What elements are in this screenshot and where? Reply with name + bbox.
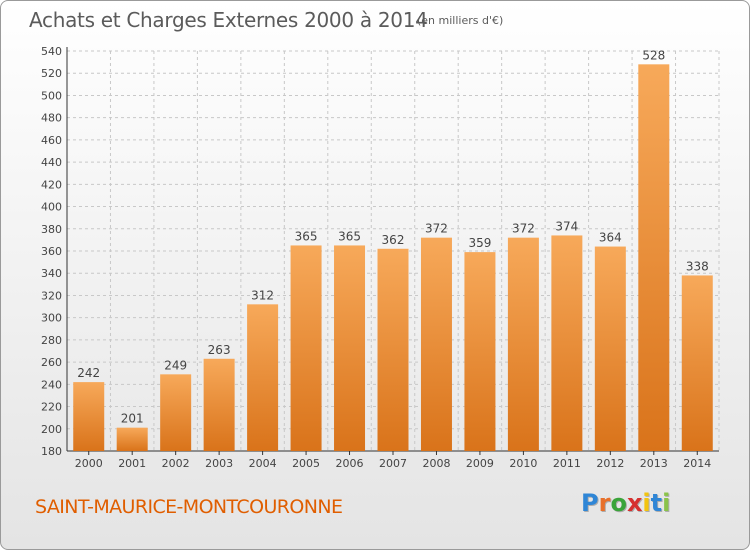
data-label: 374 xyxy=(555,219,578,233)
bar xyxy=(681,275,713,451)
y-tick-label: 220 xyxy=(41,401,62,414)
x-tick-label: 2006 xyxy=(336,457,364,470)
bar xyxy=(290,245,322,451)
x-tick-label: 2011 xyxy=(553,457,581,470)
data-labels: 242 201 249 263 312 365 365 362 372 359 372 374 364 5… xyxy=(77,48,708,425)
y-tick-label: 440 xyxy=(41,156,62,169)
bar xyxy=(116,427,148,451)
bar xyxy=(377,248,409,451)
bars xyxy=(73,64,713,452)
y-tick-label: 180 xyxy=(41,445,62,458)
bar xyxy=(594,246,626,451)
x-tick-label: 2001 xyxy=(118,457,146,470)
y-tick-labels: 180 200 220 240 260 280 300 320 340 360 380 400 420 4… xyxy=(41,45,62,458)
data-label: 372 xyxy=(512,222,535,236)
bar xyxy=(551,235,583,451)
data-label: 365 xyxy=(295,229,318,243)
y-tick-label: 200 xyxy=(41,423,62,436)
x-tick-label: 2002 xyxy=(162,457,190,470)
x-tick-label: 2005 xyxy=(292,457,320,470)
x-tick-label: 2004 xyxy=(249,457,277,470)
bar xyxy=(203,358,235,451)
y-tick-label: 260 xyxy=(41,356,62,369)
y-tick-label: 340 xyxy=(41,267,62,280)
data-label: 249 xyxy=(164,358,187,372)
bar xyxy=(638,64,670,452)
y-tick-label: 300 xyxy=(41,312,62,325)
x-tick-label: 2000 xyxy=(75,457,103,470)
data-label: 359 xyxy=(468,236,491,250)
x-tick-label: 2013 xyxy=(640,457,668,470)
y-tick-label: 480 xyxy=(41,112,62,125)
x-tick-label: 2014 xyxy=(683,457,711,470)
x-tick-label: 2003 xyxy=(205,457,233,470)
y-tick-label: 500 xyxy=(41,89,62,102)
chart-subtitle: (en milliers d'€) xyxy=(417,14,504,27)
data-label: 263 xyxy=(208,343,231,357)
bar xyxy=(247,304,279,451)
y-tick-label: 360 xyxy=(41,245,62,258)
y-tick-label: 540 xyxy=(41,45,62,58)
data-label: 201 xyxy=(121,412,144,426)
x-tick-label: 2012 xyxy=(596,457,624,470)
data-label: 364 xyxy=(599,231,622,245)
data-label: 312 xyxy=(251,288,274,302)
y-tick-label: 240 xyxy=(41,378,62,391)
x-tick-label: 2007 xyxy=(379,457,407,470)
y-tick-label: 520 xyxy=(41,67,62,80)
data-label: 365 xyxy=(338,229,361,243)
y-tick-label: 280 xyxy=(41,334,62,347)
x-tick-label: 2010 xyxy=(509,457,537,470)
data-label: 362 xyxy=(382,233,405,247)
commune-name: SAINT-MAURICE-MONTCOURONNE xyxy=(35,496,343,518)
bar xyxy=(73,382,105,451)
y-tick-label: 420 xyxy=(41,178,62,191)
proxiti-logo: Proxiti xyxy=(581,489,671,517)
x-tick-labels: 2000 2001 2002 2003 2004 2005 2006 2007 2008 2009… xyxy=(75,457,712,470)
bar xyxy=(160,374,192,451)
data-label: 242 xyxy=(77,366,100,380)
data-label: 528 xyxy=(642,48,665,62)
bar xyxy=(334,245,366,451)
data-label: 338 xyxy=(686,259,709,273)
x-tick-label: 2008 xyxy=(422,457,450,470)
y-tick-label: 380 xyxy=(41,223,62,236)
bar xyxy=(507,237,539,451)
bar xyxy=(420,237,452,451)
chart-title: Achats et Charges Externes 2000 à 2014 xyxy=(29,8,428,32)
y-tick-label: 400 xyxy=(41,201,62,214)
bar xyxy=(464,252,496,451)
x-tick-label: 2009 xyxy=(466,457,494,470)
y-tick-label: 460 xyxy=(41,134,62,147)
y-tick-label: 320 xyxy=(41,289,62,302)
data-label: 372 xyxy=(425,222,448,236)
